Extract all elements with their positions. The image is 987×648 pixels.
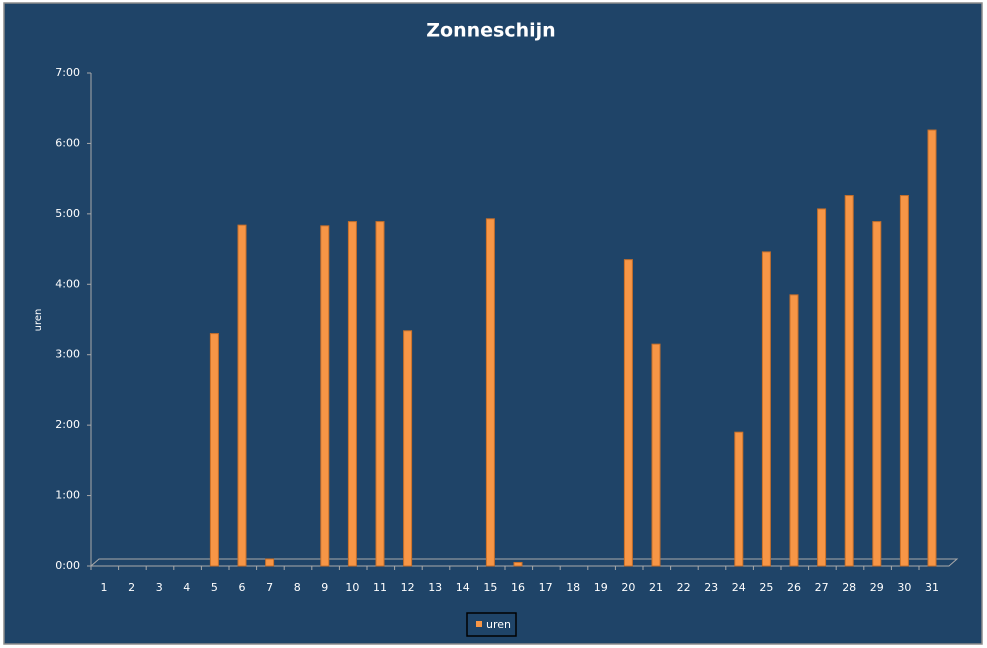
y-tick-label: 7:00 bbox=[55, 66, 80, 79]
x-tick-label: 11 bbox=[373, 581, 387, 594]
x-tick-label: 22 bbox=[677, 581, 691, 594]
y-axis-label: uren bbox=[33, 309, 44, 332]
bar bbox=[844, 195, 854, 567]
x-tick-label: 27 bbox=[815, 581, 829, 594]
x-tick-label: 9 bbox=[321, 581, 328, 594]
x-tick-label: 17 bbox=[539, 581, 553, 594]
x-tick-label: 19 bbox=[594, 581, 608, 594]
bar bbox=[872, 221, 882, 567]
bar bbox=[899, 195, 909, 567]
x-tick-label: 25 bbox=[759, 581, 773, 594]
x-tick-label: 1 bbox=[101, 581, 108, 594]
bar bbox=[651, 343, 661, 567]
x-tick-label: 15 bbox=[483, 581, 497, 594]
bar bbox=[734, 431, 744, 567]
x-tick-label: 2 bbox=[128, 581, 135, 594]
x-tick-label: 30 bbox=[897, 581, 911, 594]
x-tick-label: 5 bbox=[211, 581, 218, 594]
x-tick-label: 26 bbox=[787, 581, 801, 594]
y-tick-label: 6:00 bbox=[55, 136, 80, 149]
legend-label: uren bbox=[486, 618, 511, 631]
bar bbox=[375, 221, 385, 567]
y-tick-label: 4:00 bbox=[55, 277, 80, 290]
bar bbox=[623, 259, 633, 567]
x-tick-label: 18 bbox=[566, 581, 580, 594]
x-tick-label: 12 bbox=[401, 581, 415, 594]
y-tick-label: 5:00 bbox=[55, 207, 80, 220]
y-tick-label: 0:00 bbox=[55, 559, 80, 572]
bar bbox=[485, 218, 495, 567]
bar bbox=[927, 129, 937, 567]
x-tick-label: 10 bbox=[345, 581, 359, 594]
bar bbox=[513, 561, 523, 567]
bar bbox=[817, 208, 827, 567]
bar bbox=[403, 330, 413, 567]
x-tick-label: 29 bbox=[870, 581, 884, 594]
legend-swatch bbox=[476, 621, 482, 627]
bar bbox=[265, 558, 275, 567]
y-tick-label: 1:00 bbox=[55, 489, 80, 502]
x-tick-label: 6 bbox=[239, 581, 246, 594]
x-tick-label: 14 bbox=[456, 581, 470, 594]
x-tick-label: 21 bbox=[649, 581, 663, 594]
x-tick-label: 4 bbox=[183, 581, 190, 594]
legend bbox=[466, 612, 517, 637]
x-tick-label: 24 bbox=[732, 581, 746, 594]
bar bbox=[209, 333, 219, 567]
bar bbox=[320, 225, 330, 567]
legend-box bbox=[466, 612, 517, 637]
bar bbox=[761, 251, 771, 567]
x-tick-label: 28 bbox=[842, 581, 856, 594]
x-tick-label: 20 bbox=[621, 581, 635, 594]
bar bbox=[347, 221, 357, 567]
chart-title: Zonneschijn bbox=[426, 20, 555, 42]
x-tick-label: 13 bbox=[428, 581, 442, 594]
y-tick-label: 3:00 bbox=[55, 348, 80, 361]
x-tick-label: 31 bbox=[925, 581, 939, 594]
x-tick-label: 3 bbox=[156, 581, 163, 594]
x-tick-label: 7 bbox=[266, 581, 273, 594]
x-tick-label: 8 bbox=[294, 581, 301, 594]
x-tick-label: 23 bbox=[704, 581, 718, 594]
bar bbox=[237, 224, 247, 567]
x-tick-label: 16 bbox=[511, 581, 525, 594]
bar bbox=[789, 294, 799, 567]
y-tick-label: 2:00 bbox=[55, 418, 80, 431]
